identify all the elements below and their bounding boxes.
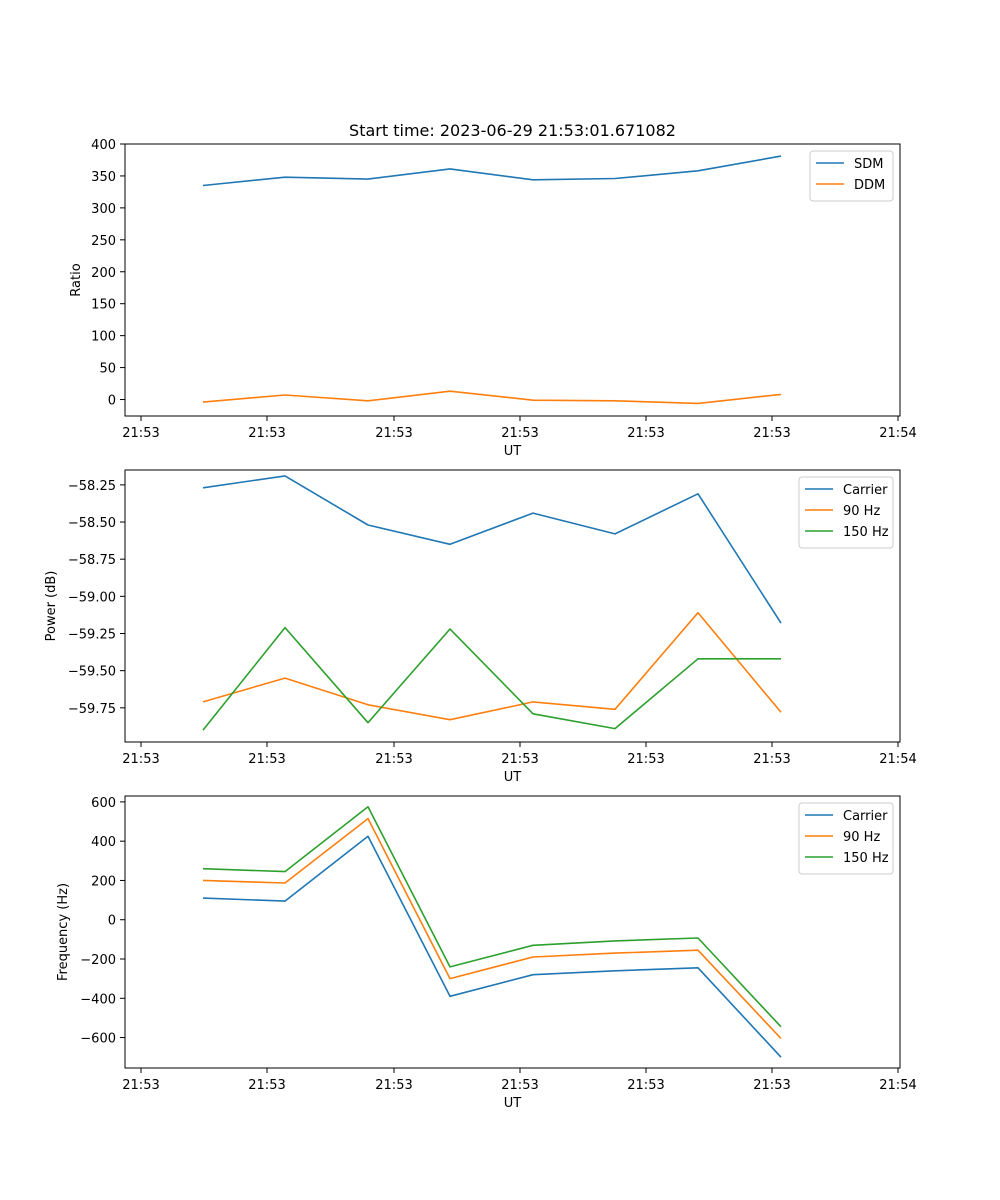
legend-label: 90 Hz <box>843 830 880 845</box>
series-line-carrier <box>202 835 782 1058</box>
y-tick-label: −400 <box>80 992 116 1007</box>
chart-panel-3: 21:53 21:53 21:53 21:53 21:53 21:53 21:54 −600 −… <box>56 795 917 1111</box>
x-tick-label: 21:53 <box>248 752 285 767</box>
x-tick-label: 21:53 <box>627 1078 664 1093</box>
x-tick-label: 21:53 <box>501 752 538 767</box>
chart-panel-1: 21:53 21:53 21:53 21:53 21:53 21:53 21:54 0 50 10… <box>69 138 917 459</box>
y-tick-label: −59.50 <box>68 665 116 680</box>
axes-frame <box>124 143 901 417</box>
x-axis-label: UT <box>504 770 522 785</box>
y-tick-label: 250 <box>91 234 116 249</box>
x-tick-label: 21:53 <box>627 752 664 767</box>
legend-label: 90 Hz <box>843 504 880 519</box>
y-tick-label: −600 <box>80 1032 116 1047</box>
x-tick-label: 21:53 <box>375 752 412 767</box>
legend-label: 150 Hz <box>843 851 889 866</box>
series-line-ddm <box>202 390 782 405</box>
y-axis-label: Ratio <box>69 263 84 296</box>
axes-frame <box>124 795 901 1069</box>
y-tick-label: 100 <box>91 330 116 345</box>
legend-label: DDM <box>854 178 885 193</box>
legend-label: 150 Hz <box>843 525 889 540</box>
legend: SDM DDM <box>809 150 894 202</box>
y-tick-label: 0 <box>108 394 116 409</box>
y-axis-label: Power (dB) <box>44 571 59 642</box>
y-tick-label: 350 <box>91 170 116 185</box>
y-tick-label: 0 <box>108 914 116 929</box>
x-tick-label: 21:53 <box>248 1078 285 1093</box>
x-axis-label: UT <box>504 1096 522 1111</box>
y-tick-label: −59.75 <box>68 702 116 717</box>
x-tick-label: 21:54 <box>879 1078 916 1093</box>
y-tick-label: 400 <box>91 835 116 850</box>
x-axis-label: UT <box>504 444 522 459</box>
series-line-carrier <box>202 475 782 624</box>
series-line-150-hz <box>202 805 782 1028</box>
x-tick-label: 21:53 <box>122 752 159 767</box>
y-tick-label: 200 <box>91 266 116 281</box>
x-tick-label: 21:53 <box>501 1078 538 1093</box>
y-tick-label: −200 <box>80 953 116 968</box>
y-tick-label: −58.75 <box>68 553 116 568</box>
axes-frame <box>124 469 901 743</box>
y-tick-label: 50 <box>99 362 116 377</box>
x-tick-label: 21:53 <box>753 1078 790 1093</box>
y-tick-label: 400 <box>91 138 116 153</box>
chart-title: Start time: 2023-06-29 21:53:01.671082 <box>349 121 676 140</box>
chart-panel-2: 21:53 21:53 21:53 21:53 21:53 21:53 21:54 −59.7… <box>44 469 917 785</box>
legend: Carrier 90 Hz 150 Hz <box>798 476 894 549</box>
legend-label: Carrier <box>843 809 888 824</box>
x-tick-label: 21:53 <box>375 1078 412 1093</box>
x-tick-label: 21:53 <box>122 1078 159 1093</box>
series-line-150-hz <box>202 626 781 731</box>
x-tick-label: 21:53 <box>375 426 412 441</box>
series-line-90-hz <box>202 611 782 721</box>
x-tick-label: 21:53 <box>753 752 790 767</box>
y-tick-label: −59.25 <box>68 627 116 642</box>
x-tick-label: 21:54 <box>879 752 916 767</box>
y-tick-label: −58.25 <box>68 479 116 494</box>
y-axis-label: Frequency (Hz) <box>56 883 71 981</box>
x-tick-label: 21:54 <box>879 426 916 441</box>
legend-label: Carrier <box>843 483 888 498</box>
legend: Carrier 90 Hz 150 Hz <box>798 802 894 875</box>
series-line-90-hz <box>202 817 782 1040</box>
y-tick-label: 200 <box>91 874 116 889</box>
x-tick-label: 21:53 <box>627 426 664 441</box>
y-tick-label: 300 <box>91 202 116 217</box>
y-tick-label: −58.50 <box>68 516 116 531</box>
series-line-sdm <box>202 155 782 187</box>
x-tick-label: 21:53 <box>248 426 285 441</box>
x-tick-label: 21:53 <box>122 426 159 441</box>
y-tick-label: 150 <box>91 298 116 313</box>
x-tick-label: 21:53 <box>501 426 538 441</box>
legend-label: SDM <box>854 157 883 172</box>
x-tick-label: 21:53 <box>753 426 790 441</box>
y-tick-label: −59.00 <box>68 590 116 605</box>
y-tick-label: 600 <box>91 796 116 811</box>
